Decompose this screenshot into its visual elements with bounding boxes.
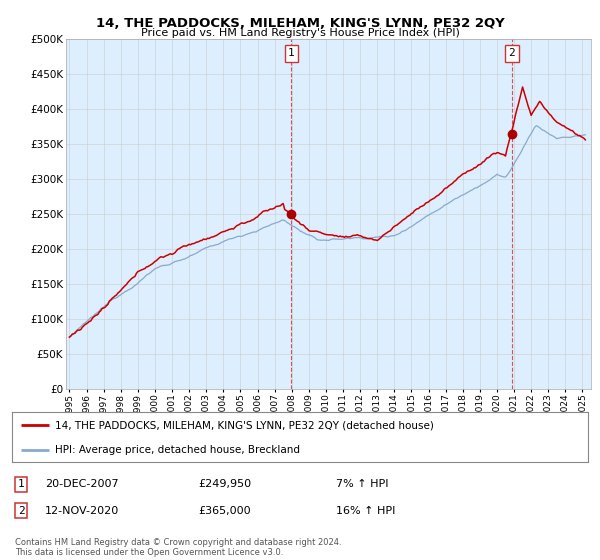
Text: Contains HM Land Registry data © Crown copyright and database right 2024.
This d: Contains HM Land Registry data © Crown c…	[15, 538, 341, 557]
Text: 14, THE PADDOCKS, MILEHAM, KING'S LYNN, PE32 2QY (detached house): 14, THE PADDOCKS, MILEHAM, KING'S LYNN, …	[55, 420, 434, 430]
Text: 16% ↑ HPI: 16% ↑ HPI	[336, 506, 395, 516]
Text: 1: 1	[17, 479, 25, 489]
Text: 14, THE PADDOCKS, MILEHAM, KING'S LYNN, PE32 2QY: 14, THE PADDOCKS, MILEHAM, KING'S LYNN, …	[95, 17, 505, 30]
Text: £365,000: £365,000	[198, 506, 251, 516]
Text: 20-DEC-2007: 20-DEC-2007	[45, 479, 119, 489]
Text: 2: 2	[17, 506, 25, 516]
Text: HPI: Average price, detached house, Breckland: HPI: Average price, detached house, Brec…	[55, 445, 300, 455]
Text: 12-NOV-2020: 12-NOV-2020	[45, 506, 119, 516]
Text: 7% ↑ HPI: 7% ↑ HPI	[336, 479, 389, 489]
Text: Price paid vs. HM Land Registry's House Price Index (HPI): Price paid vs. HM Land Registry's House …	[140, 28, 460, 38]
Text: 2: 2	[508, 48, 515, 58]
Text: £249,950: £249,950	[198, 479, 251, 489]
Text: 1: 1	[288, 48, 295, 58]
